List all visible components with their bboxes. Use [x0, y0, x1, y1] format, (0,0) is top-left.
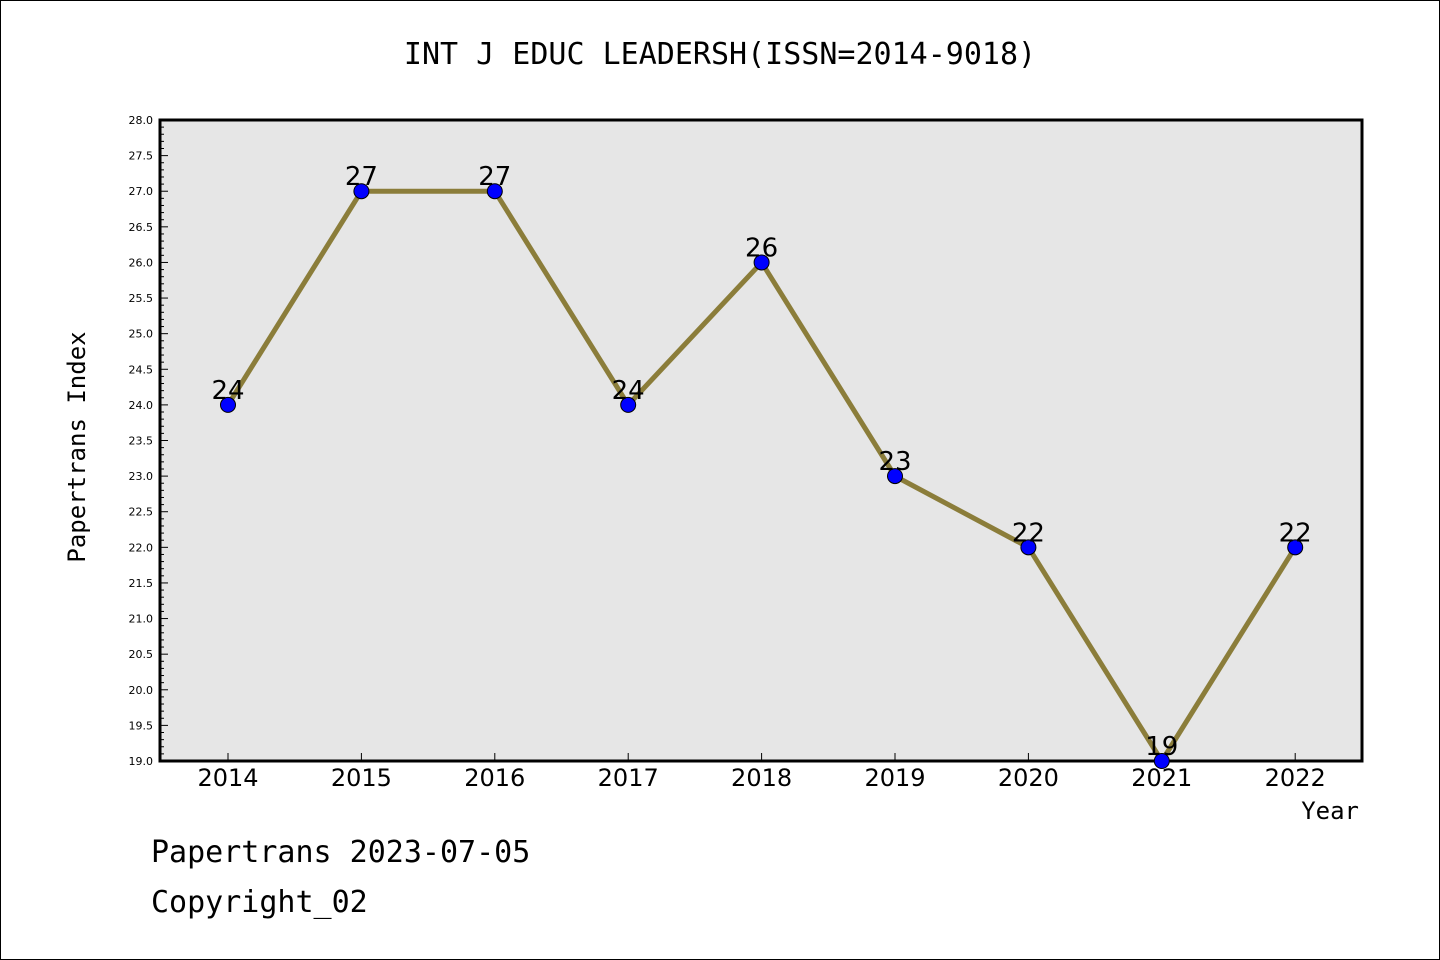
y-tick-label: 24.5 [129, 363, 154, 376]
x-tick-label: 2014 [197, 764, 258, 792]
y-tick-label: 25.0 [129, 328, 154, 341]
data-point [1153, 753, 1170, 769]
x-tick-label: 2018 [731, 764, 792, 792]
data-point [887, 468, 903, 485]
chart-title: INT J EDUC LEADERSH(ISSN=2014-9018) [403, 37, 1037, 72]
footer-copyright: Copyright_02 [151, 885, 368, 920]
y-tick-label: 27.5 [129, 150, 154, 163]
x-tick-label: 2022 [1265, 764, 1326, 792]
data-label: 24 [612, 376, 645, 406]
y-tick-label: 19.5 [129, 719, 154, 732]
plot-area [158, 118, 1364, 763]
data-label: 22 [1012, 518, 1045, 548]
x-tick-label: 2016 [464, 764, 525, 792]
y-tick-label: 27.0 [129, 185, 154, 198]
data-label: 27 [345, 162, 378, 192]
y-tick-label: 23.5 [129, 435, 154, 448]
y-axis: 19.0 19.5 20.0 20.5 21.0 21.5 22.0 22.5 23.0 23.5… [129, 114, 168, 768]
y-tick-label: 22.0 [129, 541, 154, 554]
y-tick-label: 20.5 [129, 648, 154, 661]
data-label: 22 [1279, 518, 1312, 548]
y-tick-label: 21.0 [129, 613, 154, 626]
y-tick-label: 28.0 [129, 114, 154, 127]
y-tick-label: 19.0 [129, 755, 154, 768]
x-tick-label: 2020 [998, 764, 1059, 792]
x-tick-label: 2015 [331, 764, 392, 792]
data-labels: 24 27 27 24 26 23 22 19 22 [211, 162, 1311, 762]
data-point [220, 396, 236, 413]
x-tick-label: 2017 [598, 764, 659, 792]
data-point [353, 183, 370, 200]
y-axis-label: Papertrans Index [63, 331, 91, 563]
x-tick-label: 2019 [864, 764, 925, 792]
data-markers [220, 183, 1304, 769]
data-point [1020, 539, 1037, 556]
y-tick-label: 25.5 [129, 292, 154, 305]
data-point [486, 183, 503, 200]
x-axis: 2014 2015 2016 2017 2018 2019 2020 2021 2022 [197, 753, 1326, 792]
data-label: 27 [478, 162, 511, 192]
data-label: 26 [745, 233, 778, 263]
y-tick-label: 21.5 [129, 577, 154, 590]
x-axis-label: Year [1301, 797, 1359, 825]
y-tick-label: 22.5 [129, 506, 154, 519]
y-tick-label: 26.0 [129, 256, 154, 269]
y-tick-label: 23.0 [129, 470, 154, 483]
data-label: 23 [878, 447, 911, 477]
y-tick-label: 26.5 [129, 221, 154, 234]
data-point [753, 254, 770, 271]
footer-date: Papertrans 2023-07-05 [151, 835, 531, 870]
data-label: 19 [1145, 732, 1178, 762]
y-tick-label: 20.0 [129, 684, 154, 697]
data-label: 24 [211, 376, 244, 406]
data-point [620, 396, 637, 413]
y-tick-label: 24.0 [129, 399, 154, 412]
data-point [1287, 539, 1304, 556]
